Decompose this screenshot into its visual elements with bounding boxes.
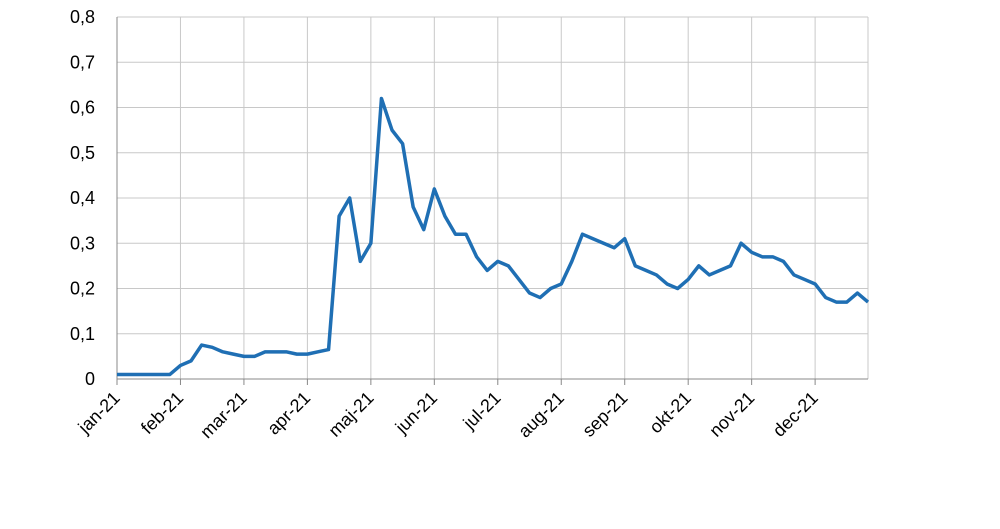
x-tick-label: aug-21 xyxy=(514,388,568,442)
x-tick-label: jun-21 xyxy=(391,388,441,438)
x-tick-label: nov-21 xyxy=(705,388,758,441)
x-tick-label: dec-21 xyxy=(769,388,822,441)
x-tick-label: maj-21 xyxy=(325,388,378,441)
y-tick-label: 0,4 xyxy=(70,188,95,208)
x-tick-label: jan-21 xyxy=(74,388,124,438)
x-tick-label: okt-21 xyxy=(645,388,695,438)
x-tick-label: jul-21 xyxy=(459,388,505,434)
x-tick-label: sep-21 xyxy=(578,388,631,441)
y-tick-label: 0,2 xyxy=(70,279,95,299)
x-tick-label: mar-21 xyxy=(196,388,250,442)
y-tick-label: 0,1 xyxy=(70,324,95,344)
y-tick-label: 0 xyxy=(85,369,95,389)
y-tick-label: 0,5 xyxy=(70,143,95,163)
y-tick-label: 0,7 xyxy=(70,52,95,72)
y-tick-label: 0,3 xyxy=(70,233,95,253)
x-tick-label: feb-21 xyxy=(137,388,187,438)
y-tick-label: 0,8 xyxy=(70,7,95,27)
line-series xyxy=(117,96,870,377)
y-tick-label: 0,6 xyxy=(70,98,95,118)
x-tick-label: apr-21 xyxy=(263,388,314,439)
